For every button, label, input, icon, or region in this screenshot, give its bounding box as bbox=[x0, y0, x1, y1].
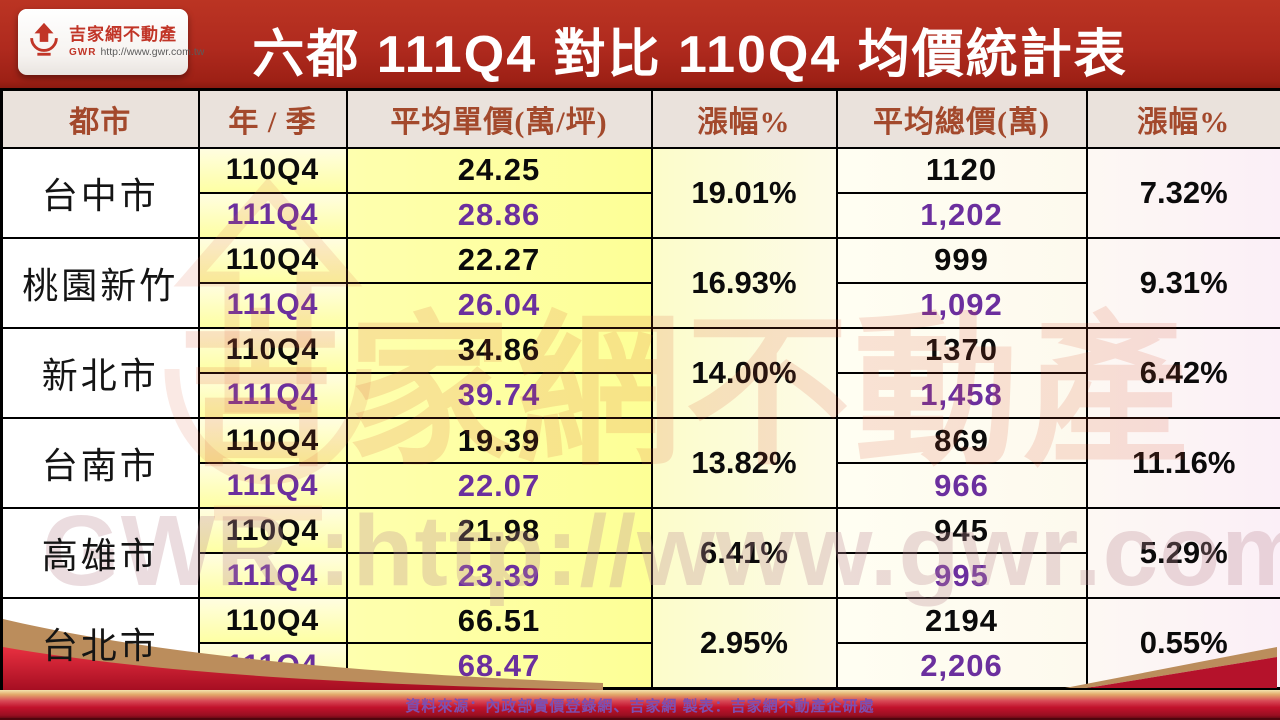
total-change-cell: 0.55% bbox=[1085, 597, 1280, 690]
unit-price-curr-cell: 28.86 bbox=[345, 191, 653, 239]
year-quarter-cell: 110Q4 bbox=[197, 326, 348, 374]
col-header-total-price: 平均總價(萬) bbox=[835, 88, 1088, 149]
total-change-cell: 9.31% bbox=[1085, 236, 1280, 329]
table-row: 111Q4 26.04 1,092 bbox=[2, 281, 1280, 329]
year-quarter-cell: 110Q4 bbox=[197, 597, 348, 645]
year-quarter-cell: 110Q4 bbox=[197, 416, 348, 465]
logo-abbr-text: GWR bbox=[69, 46, 97, 58]
col-header-total-change: 漲幅% bbox=[1085, 88, 1280, 149]
table-row: 桃園新竹 110Q4 22.27 16.93% 999 9.31% bbox=[0, 236, 1280, 329]
unit-price-curr-cell: 23.39 bbox=[345, 552, 653, 600]
total-price-prev-cell: 2194 bbox=[835, 597, 1088, 645]
total-price-curr-cell: 966 bbox=[835, 462, 1088, 510]
total-change-cell: 5.29% bbox=[1085, 507, 1280, 600]
footer-band: 資料來源：內政部實價登錄網、吉家網 製表：吉家網不動產企研處 bbox=[0, 690, 1280, 720]
col-header-city: 都市 bbox=[0, 88, 200, 149]
year-quarter-cell: 110Q4 bbox=[197, 146, 348, 194]
total-price-prev-cell: 999 bbox=[835, 236, 1088, 284]
stats-table: 都市 年 / 季 平均單價(萬/坪) 漲幅% 平均總價(萬) 漲幅% 台中市 1… bbox=[0, 88, 1280, 690]
footer-source-text: 資料來源：內政部實價登錄網、吉家網 製表：吉家網不動產企研處 bbox=[405, 698, 875, 715]
unit-price-prev-cell: 66.51 bbox=[345, 597, 653, 645]
city-cell: 新北市 bbox=[0, 326, 200, 419]
unit-price-prev-cell: 19.39 bbox=[345, 416, 653, 465]
total-price-curr-cell: 1,458 bbox=[835, 371, 1088, 419]
unit-price-prev-cell: 24.25 bbox=[345, 146, 653, 194]
page-title: 六都 111Q4 對比 110Q4 均價統計表 bbox=[252, 26, 1128, 84]
total-price-prev-cell: 945 bbox=[835, 507, 1088, 555]
table-row: 高雄市 110Q4 21.98 6.41% 945 5.29% bbox=[0, 507, 1280, 600]
table-row: 台北市 110Q4 66.51 2.95% 2194 0.55% bbox=[0, 597, 1280, 690]
unit-change-cell: 14.00% bbox=[650, 326, 838, 419]
total-price-curr-cell: 1,202 bbox=[835, 191, 1088, 239]
total-price-prev-cell: 1370 bbox=[835, 326, 1088, 374]
year-quarter-cell: 110Q4 bbox=[197, 236, 348, 284]
unit-change-cell: 19.01% bbox=[650, 146, 838, 239]
unit-price-curr-cell: 68.47 bbox=[345, 642, 653, 690]
unit-price-prev-cell: 21.98 bbox=[345, 507, 653, 555]
total-price-curr-cell: 2,206 bbox=[835, 642, 1088, 690]
gwr-logo: 吉家網不動產 GWR http://www.gwr.com.tw bbox=[18, 9, 204, 75]
year-quarter-cell: 111Q4 bbox=[197, 642, 348, 690]
year-quarter-cell: 111Q4 bbox=[197, 371, 348, 419]
city-cell: 高雄市 bbox=[0, 507, 200, 600]
table-row: 111Q4 23.39 995 bbox=[2, 552, 1280, 600]
unit-price-curr-cell: 22.07 bbox=[345, 462, 653, 510]
year-quarter-cell: 111Q4 bbox=[197, 462, 348, 510]
table-row: 台南市 110Q4 19.39 13.82% 869 11.16% bbox=[0, 416, 1280, 510]
col-header-unit-change: 漲幅% bbox=[650, 88, 838, 149]
year-quarter-cell: 111Q4 bbox=[197, 191, 348, 239]
unit-change-cell: 16.93% bbox=[650, 236, 838, 329]
total-price-curr-cell: 995 bbox=[835, 552, 1088, 600]
stats-table-container: 都市 年 / 季 平均單價(萬/坪) 漲幅% 平均總價(萬) 漲幅% 台中市 1… bbox=[0, 88, 1280, 690]
gwr-arrow-icon bbox=[25, 21, 63, 64]
total-price-prev-cell: 869 bbox=[835, 416, 1088, 465]
title-bar: 吉家網不動產 GWR http://www.gwr.com.tw 六都 111Q… bbox=[0, 0, 1280, 88]
unit-price-prev-cell: 34.86 bbox=[345, 326, 653, 374]
total-change-cell: 7.32% bbox=[1085, 146, 1280, 239]
table-row: 111Q4 39.74 1,458 bbox=[2, 371, 1280, 419]
year-quarter-cell: 111Q4 bbox=[197, 281, 348, 329]
unit-price-curr-cell: 26.04 bbox=[345, 281, 653, 329]
unit-price-curr-cell: 39.74 bbox=[345, 371, 653, 419]
table-row: 台中市 110Q4 24.25 19.01% 1120 7.32% bbox=[0, 146, 1280, 239]
total-price-prev-cell: 1120 bbox=[835, 146, 1088, 194]
unit-change-cell: 13.82% bbox=[650, 416, 838, 510]
unit-change-cell: 2.95% bbox=[650, 597, 838, 690]
col-header-unit-price: 平均單價(萬/坪) bbox=[345, 88, 653, 149]
year-quarter-cell: 111Q4 bbox=[197, 552, 348, 600]
total-change-cell: 11.16% bbox=[1085, 416, 1280, 510]
logo-url-text: http://www.gwr.com.tw bbox=[100, 45, 205, 58]
unit-price-prev-cell: 22.27 bbox=[345, 236, 653, 284]
total-change-cell: 6.42% bbox=[1085, 326, 1280, 419]
table-row: 111Q4 22.07 966 bbox=[2, 462, 1280, 510]
col-header-quarter: 年 / 季 bbox=[197, 88, 348, 149]
header-row: 都市 年 / 季 平均單價(萬/坪) 漲幅% 平均總價(萬) 漲幅% bbox=[0, 88, 1280, 149]
city-cell: 台中市 bbox=[0, 146, 200, 239]
city-cell: 台南市 bbox=[0, 416, 200, 510]
city-cell: 桃園新竹 bbox=[0, 236, 200, 329]
total-price-curr-cell: 1,092 bbox=[835, 281, 1088, 329]
table-row: 111Q4 28.86 1,202 bbox=[2, 191, 1280, 239]
logo-brand-text: 吉家網不動產 bbox=[69, 24, 177, 44]
city-cell: 台北市 bbox=[0, 597, 200, 690]
table-row: 新北市 110Q4 34.86 14.00% 1370 6.42% bbox=[0, 326, 1280, 419]
unit-change-cell: 6.41% bbox=[650, 507, 838, 600]
year-quarter-cell: 110Q4 bbox=[197, 507, 348, 555]
